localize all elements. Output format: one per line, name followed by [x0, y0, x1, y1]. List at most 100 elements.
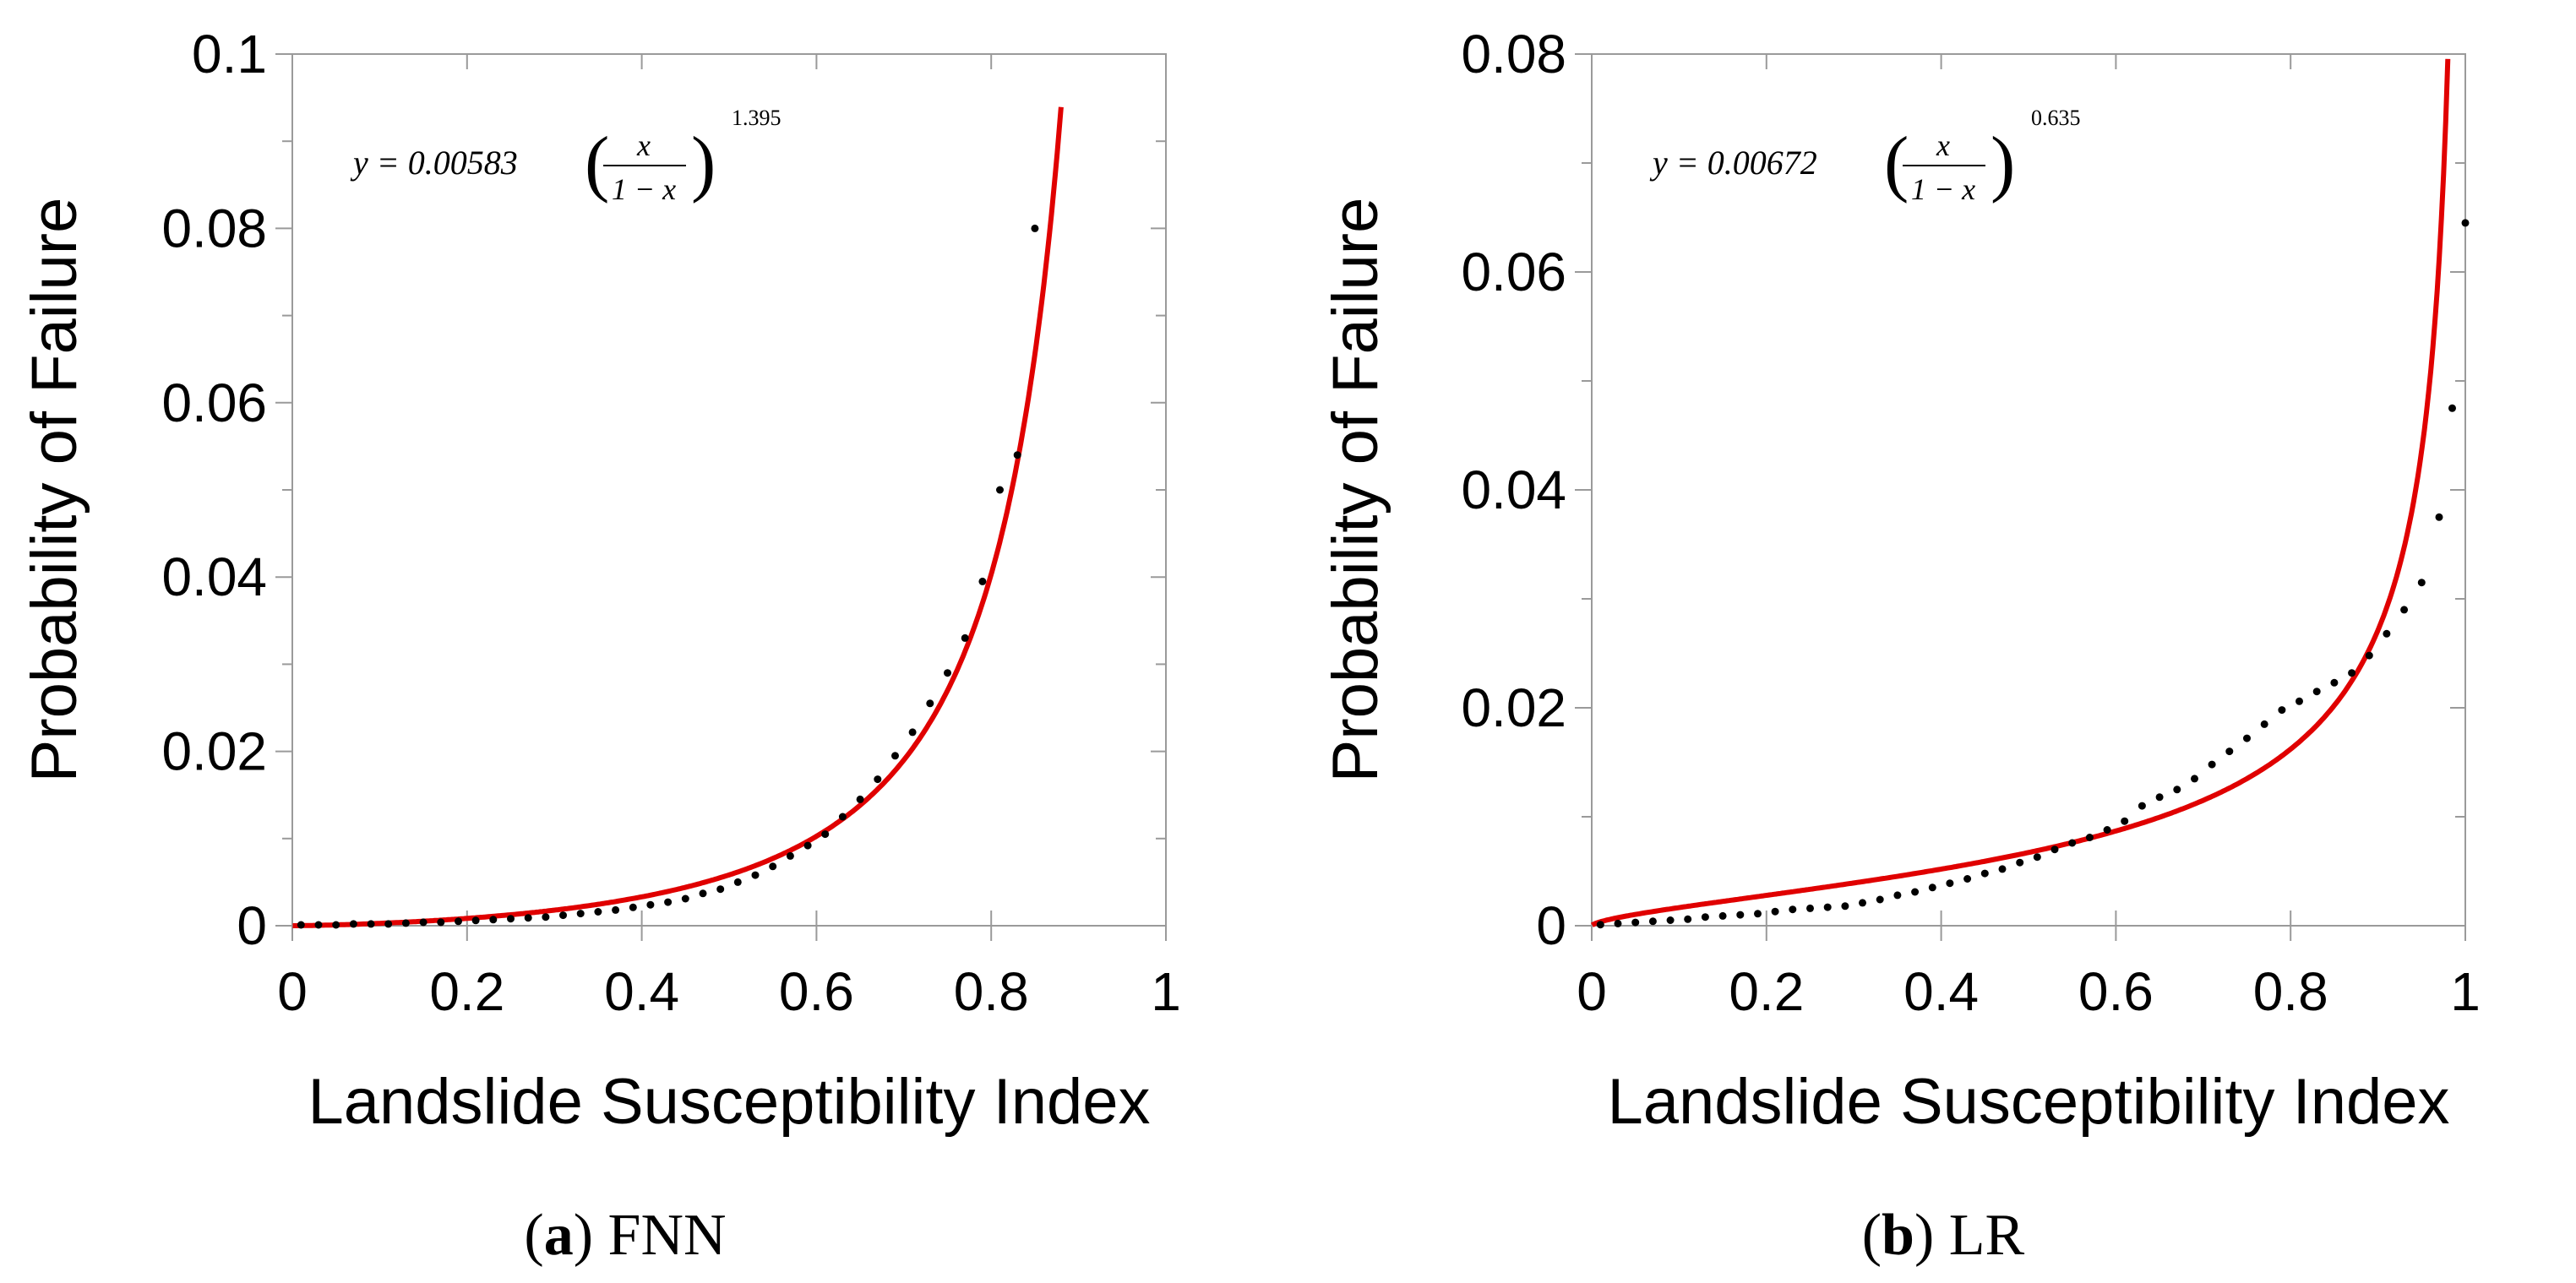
data-point	[542, 913, 550, 921]
x-tick-label: 0.6	[779, 961, 854, 1022]
data-point	[367, 920, 375, 928]
data-point	[1031, 224, 1039, 232]
data-point	[1963, 875, 1972, 883]
data-point	[2050, 845, 2059, 854]
data-point	[769, 862, 777, 871]
y-axis-ticks: 0 0.02 0.04 0.06 0.08	[1461, 24, 2465, 956]
data-point	[2191, 775, 2198, 783]
data-point	[2400, 606, 2409, 614]
data-point	[2243, 734, 2251, 742]
data-point	[978, 577, 987, 585]
x-axis-title: Landslide Susceptibility Index	[1607, 1066, 2449, 1138]
data-point	[1013, 451, 1021, 459]
data-point	[1771, 907, 1779, 916]
x-tick-label: 0.8	[954, 961, 1029, 1022]
data-point	[1684, 915, 1692, 923]
data-point	[751, 871, 760, 879]
data-point	[1876, 895, 1884, 904]
data-point	[1648, 917, 1657, 926]
y-tick-label: 0.06	[1461, 242, 1566, 302]
fit-curve-group	[1591, 58, 2451, 927]
plot-frame	[1591, 53, 2466, 927]
data-point	[926, 699, 934, 708]
data-point	[2383, 629, 2391, 638]
data-point	[489, 916, 498, 924]
x-tick-label: 0.2	[429, 961, 504, 1022]
data-point	[664, 898, 673, 906]
data-point	[1736, 911, 1745, 919]
x-axis-title: Landslide Susceptibility Index	[308, 1066, 1150, 1138]
data-point	[2417, 579, 2426, 587]
data-point	[419, 918, 428, 927]
data-point	[1980, 869, 1989, 878]
data-point	[944, 669, 951, 677]
caption-a-text: FNN	[608, 1203, 727, 1268]
equation-numerator: x	[1936, 128, 1950, 162]
x-tick-label: 0.2	[1729, 961, 1804, 1022]
data-point	[699, 889, 707, 898]
data-point	[2103, 826, 2111, 834]
data-point	[1631, 918, 1640, 927]
data-point	[314, 921, 323, 929]
fit-equation: y = 0.00583 ( x 1 − x ) 1.395	[350, 106, 782, 206]
x-tick-label: 0.6	[2078, 961, 2154, 1022]
data-points	[297, 224, 1039, 929]
x-tick-label: 0.8	[2253, 961, 2328, 1022]
data-point	[437, 918, 445, 927]
x-tick-label: 0	[1577, 961, 1607, 1022]
equation-lhs: y = 0.00583	[350, 144, 518, 182]
x-axis-ticks: 0 0.2 0.4 0.6 0.8 1	[1577, 54, 2481, 1022]
data-point	[401, 919, 410, 927]
panel-b-chart: 0 0.2 0.4 0.6 0.8 1 0 0.02 0.04 0.06 0.08 Landsli…	[1320, 24, 2481, 1268]
y-tick-label: 0.06	[161, 372, 267, 433]
x-tick-label: 0	[277, 961, 308, 1022]
data-point	[332, 921, 340, 929]
fit-equation: y = 0.00672 ( x 1 − x ) 0.635	[1649, 106, 2081, 206]
data-point	[297, 921, 305, 929]
data-point	[471, 916, 480, 925]
data-point	[1893, 891, 1902, 900]
data-point	[1928, 883, 1936, 892]
equation-left-paren: (	[1884, 122, 1909, 204]
fit-curve	[291, 106, 1064, 928]
equation-exponent: 0.635	[2031, 106, 2081, 130]
equation-exponent: 1.395	[732, 106, 782, 130]
x-tick-label: 0.4	[604, 961, 679, 1022]
y-axis-title: Probability of Failure	[1320, 198, 1391, 783]
equation-left-paren: (	[585, 122, 609, 204]
data-point	[2173, 786, 2181, 794]
data-point	[2121, 817, 2129, 825]
fit-curve	[1591, 58, 2451, 927]
y-tick-label: 0.08	[161, 198, 267, 258]
data-point	[2296, 697, 2303, 705]
data-point	[2461, 219, 2470, 227]
data-point	[716, 885, 725, 894]
data-point	[1754, 910, 1762, 918]
data-point	[1946, 879, 1954, 888]
caption-a: (a) FNN	[524, 1203, 726, 1268]
panel-a-chart: 0 0.2 0.4 0.6 0.8 1 0 0.02 0.04 0.06 0.08 0.1 Land…	[19, 24, 1181, 1268]
equation-right-paren: )	[1991, 122, 2015, 204]
data-point	[1666, 916, 1675, 924]
data-point	[891, 752, 899, 760]
data-point	[384, 920, 393, 928]
data-point	[2138, 802, 2146, 810]
y-tick-label: 0.04	[161, 546, 267, 607]
data-point	[1841, 902, 1849, 911]
y-tick-label: 0.04	[1461, 459, 1566, 520]
data-point	[1789, 905, 1797, 914]
data-point	[2435, 513, 2443, 521]
data-point	[1859, 899, 1866, 907]
data-point	[349, 920, 357, 928]
y-tick-label: 0.02	[1461, 677, 1566, 738]
data-point	[2330, 678, 2339, 687]
data-point	[856, 795, 864, 803]
equation-right-paren: )	[691, 122, 716, 204]
x-tick-label: 1	[2450, 961, 2481, 1022]
plot-frame	[291, 53, 1167, 927]
caption-b: (b) LR	[1862, 1203, 2025, 1268]
data-point	[2225, 748, 2234, 756]
data-point	[908, 728, 917, 737]
equation-numerator: x	[636, 128, 651, 162]
